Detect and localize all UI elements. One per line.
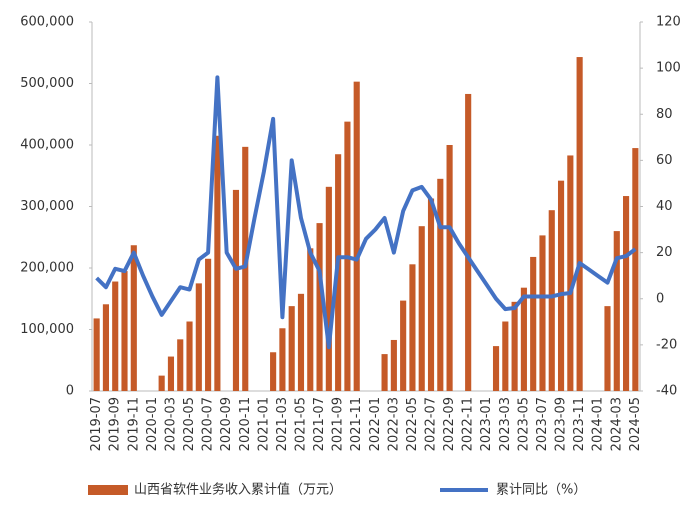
y2-tick-label: 80	[656, 107, 673, 122]
x-tick-label: 2023-09	[554, 397, 569, 451]
x-tick-label: 2021-09	[331, 397, 346, 451]
y-tick-label: 200,000	[20, 261, 74, 276]
bar	[381, 354, 388, 391]
bar	[632, 148, 639, 391]
bar	[539, 235, 546, 391]
x-tick-label: 2024-03	[609, 397, 624, 451]
bar	[297, 293, 305, 391]
bar	[548, 210, 555, 391]
bar	[121, 271, 128, 391]
x-tick-label: 2020-05	[182, 397, 197, 451]
bar	[567, 155, 574, 391]
bar	[158, 375, 165, 391]
bar	[511, 301, 518, 391]
bar	[492, 346, 500, 391]
bar	[353, 81, 360, 391]
bar	[214, 135, 221, 391]
bar	[307, 248, 314, 391]
legend-label: 累计同比（%）	[496, 483, 586, 498]
line	[95, 75, 637, 350]
y-tick-label: 600,000	[20, 15, 74, 30]
x-tick-label: 2019-07	[89, 397, 104, 451]
y2-tick-label: -20	[656, 337, 677, 352]
bar	[102, 304, 109, 391]
bar	[502, 321, 509, 391]
bar	[604, 306, 611, 391]
x-tick-label: 2022-05	[405, 397, 420, 451]
y-tick-label: 300,000	[20, 199, 74, 214]
bar	[316, 223, 323, 391]
x-tick-label: 2023-07	[535, 397, 550, 451]
x-tick-label: 2023-03	[498, 397, 513, 451]
bar	[112, 281, 119, 391]
y2-tick-label: 40	[656, 199, 673, 214]
x-tick-label: 2022-09	[442, 397, 457, 451]
x-tick-label: 2022-11	[461, 397, 476, 451]
y2-tick-label: -40	[656, 384, 677, 399]
bar	[232, 189, 240, 391]
x-tick-label: 2023-11	[572, 397, 587, 451]
bar	[325, 186, 332, 391]
bar	[93, 318, 100, 391]
y2-tick-label: 120	[656, 15, 681, 30]
bar	[465, 93, 472, 391]
bar	[530, 256, 537, 391]
bar	[613, 231, 620, 391]
bar	[177, 339, 184, 391]
y-tick-label: 100,000	[20, 322, 74, 337]
bar	[446, 145, 453, 391]
y-tick-label: 500,000	[20, 76, 74, 91]
x-tick-label: 2020-01	[145, 397, 160, 451]
bar	[279, 328, 286, 391]
bar	[390, 339, 397, 391]
bar	[418, 226, 425, 391]
x-tick-label: 2022-03	[386, 397, 401, 451]
x-tick-label: 2021-05	[293, 397, 308, 451]
bar	[288, 306, 295, 391]
bar	[400, 300, 407, 391]
x-tick-label: 2022-01	[368, 397, 383, 451]
legend-swatch	[88, 485, 128, 495]
y2-tick-label: 20	[656, 245, 673, 260]
y-tick-label: 0	[66, 384, 74, 399]
bar	[409, 264, 416, 391]
x-tick-label: 2020-11	[238, 397, 253, 451]
x-tick-label: 2022-07	[424, 397, 439, 451]
bar	[427, 198, 435, 391]
bar	[242, 146, 249, 391]
x-tick-label: 2021-01	[256, 397, 271, 451]
bar	[623, 196, 630, 391]
bar	[437, 178, 444, 391]
x-tick-label: 2020-03	[163, 397, 178, 451]
x-tick-label: 2024-05	[628, 397, 643, 451]
x-tick-label: 2021-11	[349, 397, 364, 451]
bar	[130, 245, 137, 391]
bar	[186, 321, 193, 391]
legend-label: 山西省软件业务收入累计值（万元）	[134, 482, 342, 498]
x-tick-label: 2019-09	[108, 397, 123, 451]
bar	[520, 287, 527, 391]
x-tick-label: 2024-01	[591, 397, 606, 451]
x-tick-label: 2021-07	[312, 397, 327, 451]
y2-tick-label: 60	[656, 153, 673, 168]
y-tick-label: 400,000	[20, 138, 74, 153]
bar	[576, 57, 583, 392]
x-tick-label: 2019-11	[126, 397, 141, 451]
y2-tick-label: 100	[656, 61, 681, 76]
bar	[167, 356, 175, 391]
x-tick-label: 2023-01	[479, 397, 494, 451]
y2-tick-label: 0	[656, 291, 664, 306]
bar	[557, 180, 565, 391]
bar	[205, 258, 212, 391]
bar	[195, 283, 202, 391]
x-tick-label: 2020-07	[201, 397, 216, 451]
bar	[270, 352, 277, 391]
x-tick-label: 2023-05	[516, 397, 531, 451]
x-tick-label: 2020-09	[219, 397, 234, 451]
x-tick-label: 2021-03	[275, 397, 290, 451]
